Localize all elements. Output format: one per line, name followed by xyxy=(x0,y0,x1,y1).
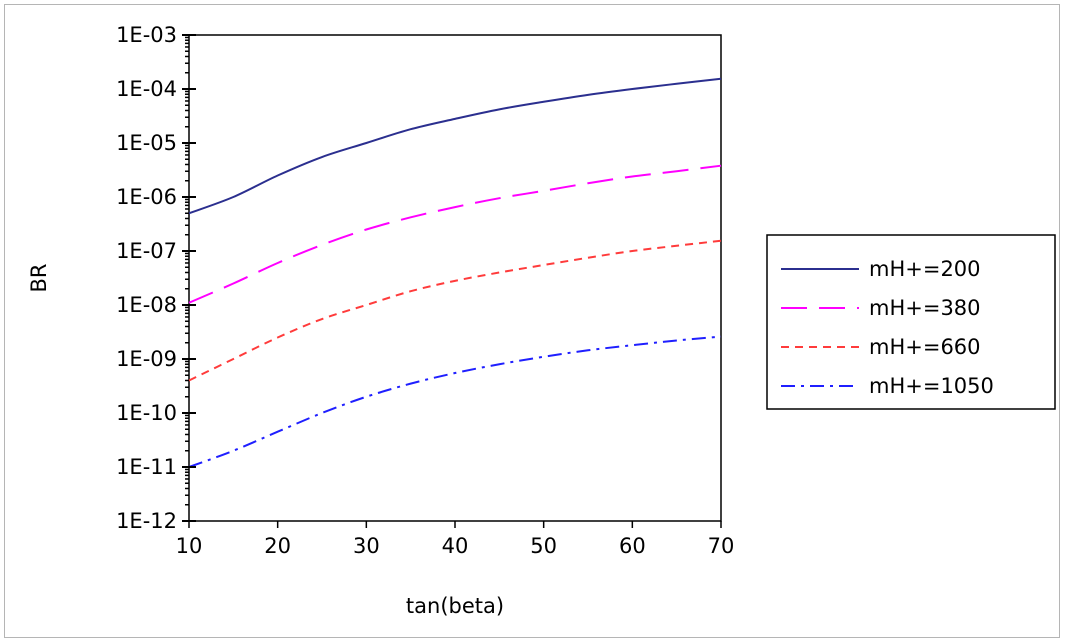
x-tick-label: 60 xyxy=(619,534,646,558)
axes-layer: 1E-12 1E-11 1E-10 1E-09 1E-08 1E-07 1E-06 1E-05… xyxy=(116,23,734,558)
x-tick-label: 10 xyxy=(176,534,203,558)
series-line-mH+=200 xyxy=(188,77,722,215)
plot-area xyxy=(188,34,722,522)
y-tick-label: 1E-03 xyxy=(116,23,177,47)
plot-border xyxy=(188,34,722,522)
legend-label: mH+=380 xyxy=(869,296,981,320)
y-axis-title: BR xyxy=(27,264,51,293)
legend-box xyxy=(766,234,1056,410)
series-line-mH+=380 xyxy=(188,164,722,304)
series-layer xyxy=(188,77,722,468)
x-tick-label: 70 xyxy=(708,534,735,558)
y-tick-label: 1E-12 xyxy=(116,509,177,533)
y-tick-label: 1E-04 xyxy=(116,77,177,101)
y-tick-label: 1E-10 xyxy=(116,401,177,425)
y-tick-label: 1E-05 xyxy=(116,131,177,155)
y-tick-label: 1E-06 xyxy=(116,185,177,209)
legend: mH+=200 mH+=380 mH+=660 mH+=1050 xyxy=(766,234,1056,410)
x-tick-label: 50 xyxy=(530,534,557,558)
y-tick-label: 1E-08 xyxy=(116,293,177,317)
series-line-mH+=1050 xyxy=(188,335,722,468)
y-tick-label: 1E-11 xyxy=(116,455,177,479)
y-tick-label: 1E-07 xyxy=(116,239,177,263)
x-axis-title: tan(beta) xyxy=(406,594,504,618)
series-line-mH+=660 xyxy=(188,239,722,382)
y-tick-label: 1E-09 xyxy=(116,347,177,371)
legend-label: mH+=200 xyxy=(869,257,981,281)
x-tick-label: 20 xyxy=(264,534,291,558)
x-tick-label: 40 xyxy=(442,534,469,558)
x-tick-label: 30 xyxy=(353,534,380,558)
legend-label: mH+=660 xyxy=(869,335,981,359)
legend-label: mH+=1050 xyxy=(869,374,994,398)
